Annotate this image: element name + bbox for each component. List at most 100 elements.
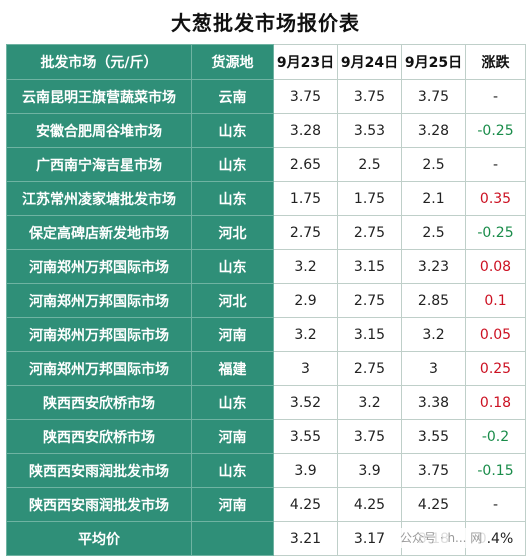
price-day3-cell: 3.23 [401,249,466,284]
price-day3-cell: 2.5 [401,215,466,250]
change-cell: 0.35 [465,181,526,216]
origin-cell: 山东 [191,249,274,284]
market-cell: 陕西西安欣桥市场 [6,419,192,454]
change-cell: - [465,79,526,114]
header-date-2: 9月24日 [337,44,402,80]
price-day3-cell: 3.38 [401,385,466,420]
price-day1-cell: 3.75 [273,79,338,114]
price-day1-cell: 3.28 [273,113,338,148]
market-cell: 陕西西安雨润批发市场 [6,487,192,522]
table-row: 云南昆明王旗营蔬菜市场 云南 3.75 3.75 3.75- [6,79,526,114]
price-day1-cell: 3.2 [273,317,338,352]
table-row: 陕西西安欣桥市场 山东 3.52 3.2 3.38 0.18 [6,385,526,420]
price-day2-cell: 3.2 [337,385,402,420]
table-row: 江苏常州凌家塘批发市场 山东 1.75 1.75 2.1 0.35 [6,181,526,216]
market-cell: 河南郑州万邦国际市场 [6,283,192,318]
table-row: 广西南宁海吉星市场 山东 2.65 2.5 2.5- [6,147,526,182]
page-title: 大葱批发市场报价表 [171,11,360,35]
price-day1-cell: 2.75 [273,215,338,250]
change-cell: -0.2 [465,419,526,454]
price-day2-cell: 3.15 [337,317,402,352]
price-day2-cell: 2.75 [337,283,402,318]
market-cell: 河南郑州万邦国际市场 [6,249,192,284]
change-cell: 0.1 [465,283,526,318]
price-day1-cell: 4.25 [273,487,338,522]
price-day3-cell: 3.55 [401,419,466,454]
change-cell: 0.18 [465,385,526,420]
origin-cell: 福建 [191,351,274,386]
price-day1-cell: 3.9 [273,453,338,488]
watermark: 公众号 · h... 网 [396,528,487,548]
table-row: 河南郑州万邦国际市场 河南 3.2 3.15 3.2 0.05 [6,317,526,352]
header-market: 批发市场（元/斤） [6,44,192,80]
average-row: 平均价 3.21 3.17 3.18 0.4% [6,521,526,556]
price-day1-cell: 1.75 [273,181,338,216]
change-cell: - [465,147,526,182]
price-day2-cell: 2.75 [337,215,402,250]
price-day3-cell: 3.28 [401,113,466,148]
price-day1-cell: 3.2 [273,249,338,284]
origin-cell: 山东 [191,113,274,148]
price-day2-cell: 3.15 [337,249,402,284]
change-cell: 0.25 [465,351,526,386]
market-cell: 广西南宁海吉星市场 [6,147,192,182]
price-day3-cell: 3.75 [401,453,466,488]
price-day2-cell: 3.75 [337,419,402,454]
origin-cell: 河南 [191,317,274,352]
market-cell: 河南郑州万邦国际市场 [6,317,192,352]
table-row: 保定高碑店新发地市场 河北 2.75 2.75 2.5 -0.25 [6,215,526,250]
origin-cell: 河北 [191,283,274,318]
origin-cell: 河南 [191,487,274,522]
change-cell: 0.08 [465,249,526,284]
market-cell: 江苏常州凌家塘批发市场 [6,181,192,216]
table-row: 河南郑州万邦国际市场 山东 3.2 3.15 3.23 0.08 [6,249,526,284]
origin-cell: 河北 [191,215,274,250]
header-date-1: 9月23日 [273,44,338,80]
market-cell: 陕西西安欣桥市场 [6,385,192,420]
price-day2-cell: 2.75 [337,351,402,386]
market-cell: 云南昆明王旗营蔬菜市场 [6,79,192,114]
average-label: 平均价 [6,521,192,556]
header-date-3: 9月25日 [401,44,466,80]
origin-cell: 山东 [191,453,274,488]
price-day2-cell: 3.9 [337,453,402,488]
table-row: 陕西西安雨润批发市场 河南 4.25 4.25 4.25- [6,487,526,522]
table-row: 陕西西安欣桥市场 河南 3.55 3.75 3.55 -0.2 [6,419,526,454]
market-cell: 保定高碑店新发地市场 [6,215,192,250]
change-cell: -0.25 [465,113,526,148]
price-day1-cell: 3.52 [273,385,338,420]
table-body: 云南昆明王旗营蔬菜市场 云南 3.75 3.75 3.75- 安徽合肥周谷堆市场 山东 3.2… [6,79,526,522]
price-day1-cell: 2.65 [273,147,338,182]
price-day2-cell: 1.75 [337,181,402,216]
average-date-1: 3.21 [273,521,338,556]
average-date-2: 3.17 [337,521,402,556]
price-day3-cell: 2.1 [401,181,466,216]
origin-cell: 山东 [191,385,274,420]
price-day2-cell: 3.53 [337,113,402,148]
price-day1-cell: 2.9 [273,283,338,318]
price-day3-cell: 2.5 [401,147,466,182]
table-row: 河南郑州万邦国际市场 福建 3 2.75 3 0.25 [6,351,526,386]
price-day3-cell: 2.85 [401,283,466,318]
table-header-row: 批发市场（元/斤） 货源地 9月23日 9月24日 9月25日 涨跌 [6,44,526,80]
origin-cell: 河南 [191,419,274,454]
change-cell: -0.15 [465,453,526,488]
price-day2-cell: 3.75 [337,79,402,114]
header-change: 涨跌 [465,44,526,80]
change-cell: - [465,487,526,522]
change-cell: 0.05 [465,317,526,352]
table-row: 安徽合肥周谷堆市场 山东 3.28 3.53 3.28 -0.25 [6,113,526,148]
origin-cell: 山东 [191,147,274,182]
market-cell: 河南郑州万邦国际市场 [6,351,192,386]
origin-cell: 山东 [191,181,274,216]
price-table: 批发市场（元/斤） 货源地 9月23日 9月24日 9月25日 涨跌 云南昆明王… [6,44,526,556]
price-day1-cell: 3 [273,351,338,386]
price-day1-cell: 3.55 [273,419,338,454]
market-cell: 陕西西安雨润批发市场 [6,453,192,488]
origin-cell: 云南 [191,79,274,114]
price-day3-cell: 4.25 [401,487,466,522]
price-day3-cell: 3 [401,351,466,386]
price-day3-cell: 3.75 [401,79,466,114]
table-row: 河南郑州万邦国际市场 河北 2.9 2.75 2.85 0.1 [6,283,526,318]
